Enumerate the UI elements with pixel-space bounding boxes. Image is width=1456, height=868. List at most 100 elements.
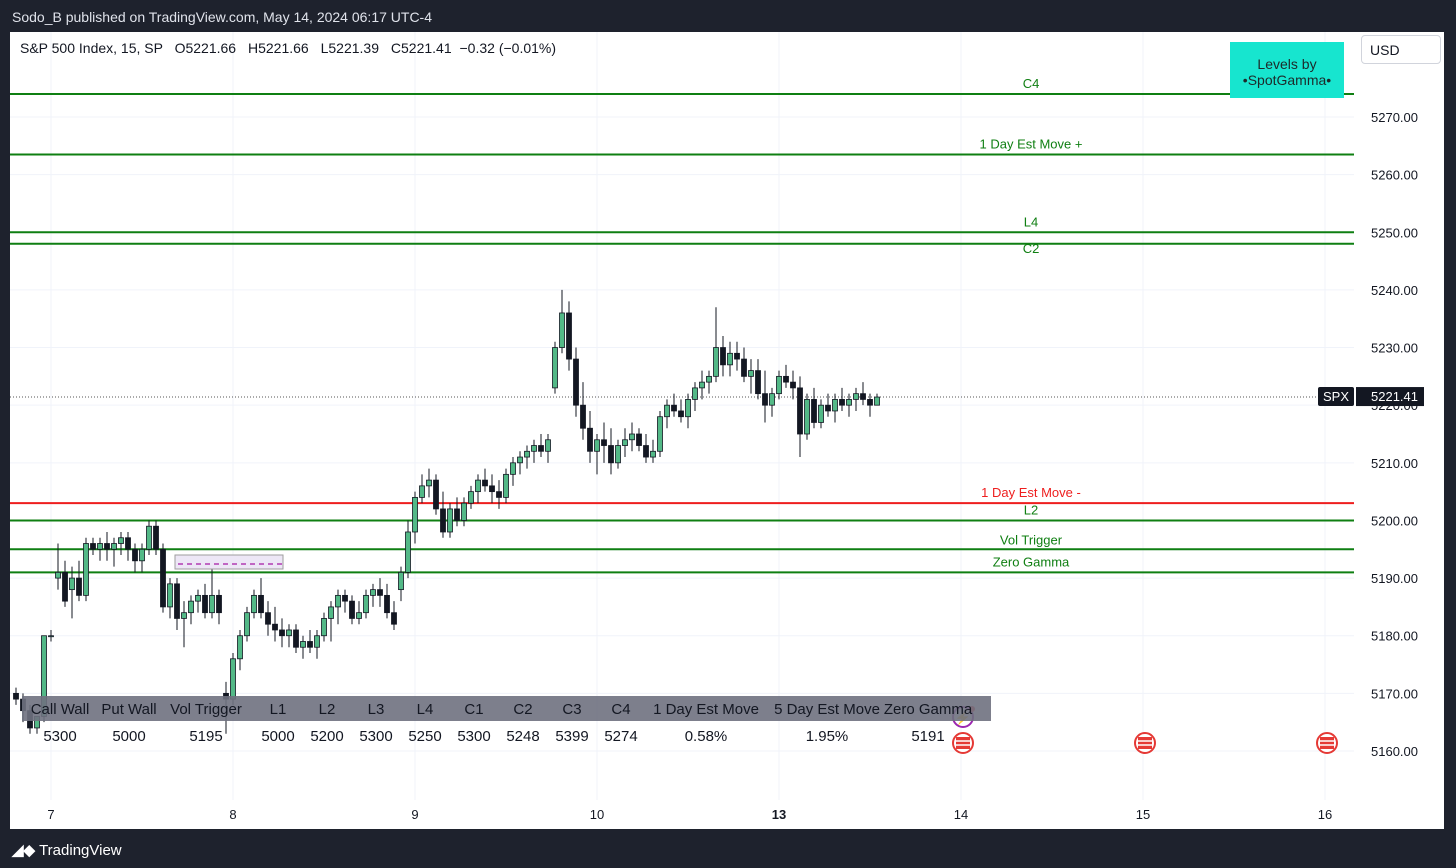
candle-body[interactable] (727, 352, 733, 366)
candle-body[interactable] (118, 537, 124, 544)
candle-body[interactable] (678, 410, 684, 418)
candle-body[interactable] (384, 594, 390, 614)
candle-body[interactable] (342, 594, 348, 602)
candle-body[interactable] (594, 439, 600, 452)
candle-body[interactable] (55, 571, 61, 579)
candle-body[interactable] (83, 543, 89, 596)
candle-body[interactable] (671, 404, 677, 412)
candle-body[interactable] (741, 358, 747, 377)
candle-body[interactable] (720, 347, 726, 366)
candle-body[interactable] (48, 635, 54, 638)
candle-body[interactable] (776, 375, 782, 395)
candle-body[interactable] (62, 571, 68, 602)
candle-body[interactable] (335, 594, 341, 608)
candle-body[interactable] (636, 433, 642, 446)
candle-body[interactable] (195, 594, 201, 602)
candle-body[interactable] (503, 473, 509, 498)
candle-body[interactable] (706, 375, 712, 383)
candle-body[interactable] (209, 594, 215, 614)
candle-body[interactable] (524, 450, 530, 458)
candle-body[interactable] (181, 612, 187, 619)
candle-body[interactable] (713, 347, 719, 377)
symbol-label[interactable]: S&P 500 Index, 15, SP (20, 40, 163, 56)
candle-body[interactable] (286, 629, 292, 637)
candle-body[interactable] (104, 543, 110, 550)
candle-body[interactable] (664, 404, 670, 418)
candle-body[interactable] (132, 548, 138, 562)
candle-body[interactable] (769, 393, 775, 406)
candle-body[interactable] (405, 531, 411, 573)
candle-body[interactable] (587, 427, 593, 452)
candle-body[interactable] (643, 445, 649, 458)
flag-icon[interactable] (952, 732, 974, 754)
candle-body[interactable] (370, 589, 376, 596)
candle-body[interactable] (440, 508, 446, 533)
candle-body[interactable] (251, 594, 257, 614)
candle-body[interactable] (279, 629, 285, 637)
candle-body[interactable] (874, 396, 880, 406)
candle-body[interactable] (272, 623, 278, 631)
candle-body[interactable] (748, 370, 754, 377)
candle-body[interactable] (265, 612, 271, 625)
candle-body[interactable] (559, 312, 565, 348)
currency-button[interactable]: USD (1361, 35, 1441, 64)
candle-body[interactable] (356, 612, 362, 619)
candle-body[interactable] (468, 491, 474, 504)
candle-body[interactable] (531, 445, 537, 452)
candle-body[interactable] (90, 543, 96, 550)
flag-icon[interactable] (1134, 732, 1156, 754)
candle-body[interactable] (426, 479, 432, 487)
candle-body[interactable] (692, 387, 698, 400)
candle-body[interactable] (125, 537, 131, 550)
candle-body[interactable] (608, 445, 614, 464)
candle-body[interactable] (377, 589, 383, 596)
candle-body[interactable] (832, 399, 838, 412)
candle-body[interactable] (174, 583, 180, 619)
candle-body[interactable] (825, 404, 831, 412)
candle-body[interactable] (76, 577, 82, 596)
range-box[interactable] (174, 554, 284, 570)
candle-body[interactable] (699, 381, 705, 389)
candle-body[interactable] (489, 485, 495, 493)
candle-body[interactable] (601, 439, 607, 446)
candle-body[interactable] (433, 479, 439, 510)
candle-body[interactable] (202, 594, 208, 614)
candle-body[interactable] (237, 635, 243, 660)
candle-body[interactable] (167, 583, 173, 608)
candle-body[interactable] (853, 393, 859, 400)
candle-body[interactable] (97, 543, 103, 550)
candle-body[interactable] (846, 399, 852, 406)
candle-body[interactable] (454, 508, 460, 521)
candle-body[interactable] (363, 594, 369, 614)
candle-body[interactable] (398, 571, 404, 591)
candle-body[interactable] (615, 445, 621, 464)
candle-body[interactable] (860, 393, 866, 400)
candle-body[interactable] (566, 312, 572, 360)
candle-body[interactable] (755, 370, 761, 395)
candle-body[interactable] (580, 404, 586, 429)
candle-body[interactable] (517, 456, 523, 464)
candle-body[interactable] (552, 347, 558, 389)
candle-body[interactable] (412, 496, 418, 533)
candle-body[interactable] (762, 393, 768, 406)
candle-body[interactable] (146, 525, 152, 550)
candle-body[interactable] (510, 462, 516, 475)
candle-body[interactable] (111, 543, 117, 550)
tradingview-logo[interactable]: ◢◆ TradingView (12, 841, 122, 859)
candle-body[interactable] (622, 439, 628, 446)
candle-body[interactable] (538, 445, 544, 452)
candle-body[interactable] (13, 692, 19, 700)
candle-body[interactable] (734, 352, 740, 360)
candle-body[interactable] (244, 612, 250, 637)
candle-body[interactable] (300, 641, 306, 648)
flag-icon[interactable] (1316, 732, 1338, 754)
candle-body[interactable] (797, 387, 803, 435)
candle-body[interactable] (188, 600, 194, 614)
candle-body[interactable] (650, 450, 656, 458)
candle-body[interactable] (321, 618, 327, 637)
candle-body[interactable] (545, 439, 551, 452)
candle-body[interactable] (139, 548, 145, 562)
candle-body[interactable] (573, 358, 579, 406)
candle-body[interactable] (160, 548, 166, 608)
